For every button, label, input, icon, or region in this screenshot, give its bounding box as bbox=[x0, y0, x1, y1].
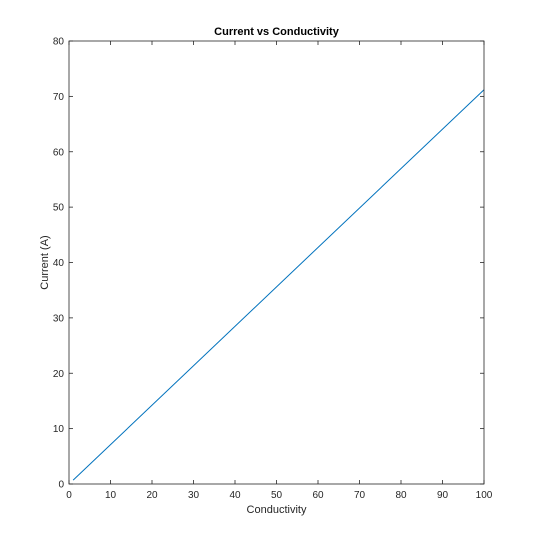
y-tick-label: 60 bbox=[53, 147, 65, 158]
x-tick-label: 60 bbox=[312, 490, 324, 501]
x-tick-label: 0 bbox=[66, 490, 72, 501]
x-tick-label: 90 bbox=[437, 490, 449, 501]
y-tick-label: 40 bbox=[53, 258, 65, 269]
y-tick-label: 70 bbox=[53, 92, 65, 103]
y-tick-label: 0 bbox=[58, 480, 64, 491]
series-line bbox=[72, 89, 485, 481]
y-axis-label: Current (A) bbox=[39, 235, 51, 289]
series-layer bbox=[72, 89, 485, 481]
x-tick-label: 30 bbox=[188, 490, 200, 501]
y-tick-label: 30 bbox=[53, 313, 65, 324]
chart-title: Current vs Conductivity bbox=[214, 26, 340, 38]
y-tick-label: 80 bbox=[53, 37, 65, 48]
x-tick-label: 10 bbox=[105, 490, 117, 501]
y-tick-label: 50 bbox=[53, 203, 65, 214]
x-tick-label: 50 bbox=[271, 490, 283, 501]
plot-background bbox=[69, 41, 484, 484]
x-tick-label: 80 bbox=[395, 490, 407, 501]
x-tick-label: 20 bbox=[146, 490, 158, 501]
x-tick-label: 40 bbox=[229, 490, 241, 501]
y-tick-label: 10 bbox=[53, 424, 65, 435]
y-tick-label: 20 bbox=[53, 369, 65, 380]
x-axis-label: Conductivity bbox=[247, 504, 307, 516]
x-tick-label: 100 bbox=[476, 490, 493, 501]
plot-frame bbox=[68, 40, 485, 485]
x-tick-label: 70 bbox=[354, 490, 366, 501]
ticks: 0 10 20 30 40 50 60 70 80 90 100 0 10 20 30 40 50 60 70 80 bbox=[53, 37, 493, 502]
